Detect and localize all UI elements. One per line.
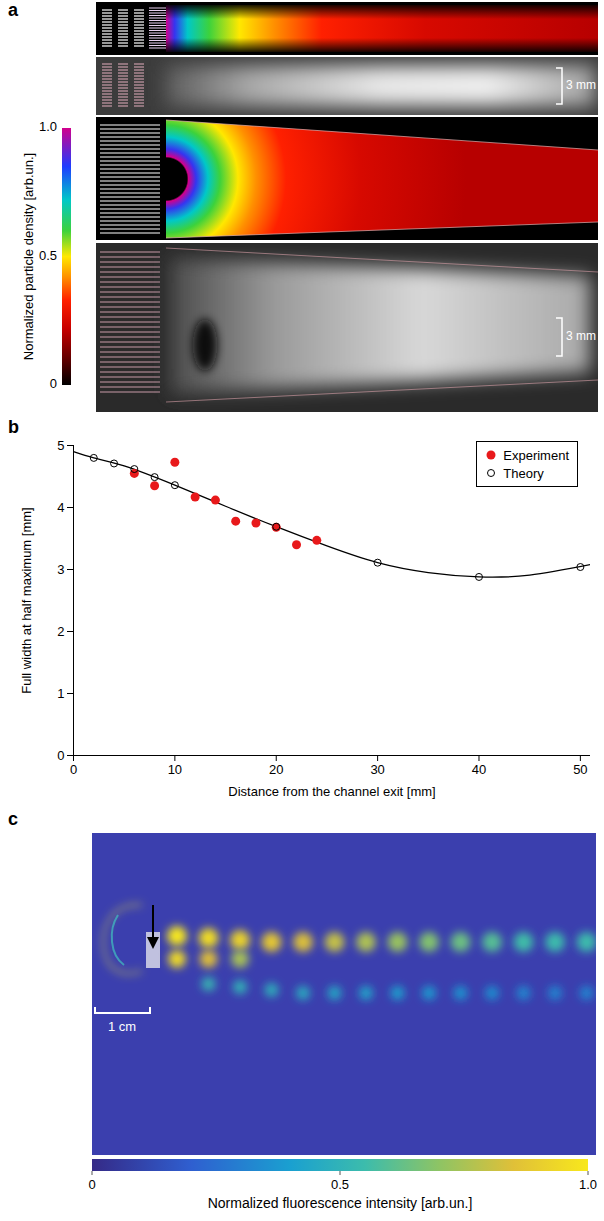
- svg-text:4: 4: [57, 500, 64, 515]
- svg-text:Full width at half maximum [mm: Full width at half maximum [mm]: [19, 507, 34, 693]
- html-text:b: b: [8, 417, 19, 437]
- svg-text:Normalized particle density [a: Normalized particle density [arb.un.]: [21, 153, 36, 360]
- svg-text:30: 30: [370, 762, 384, 777]
- svg-text:10: 10: [168, 762, 182, 777]
- svg-text:0.5: 0.5: [331, 1177, 349, 1192]
- svg-text:a: a: [8, 0, 19, 20]
- svg-text:0: 0: [50, 376, 57, 391]
- svg-text:1: 1: [57, 686, 64, 701]
- svg-text:3 mm: 3 mm: [566, 78, 596, 92]
- svg-text:3: 3: [57, 562, 64, 577]
- html-text:Experiment: Experiment: [503, 447, 569, 463]
- svg-text:0: 0: [88, 1177, 95, 1192]
- html-text:Theory: Theory: [503, 465, 544, 481]
- svg-text:40: 40: [472, 762, 486, 777]
- svg-text:0: 0: [70, 762, 77, 777]
- svg-text:2: 2: [57, 624, 64, 639]
- svg-text:1 cm: 1 cm: [108, 1019, 136, 1034]
- svg-text:1.0: 1.0: [579, 1177, 597, 1192]
- svg-text:0.5: 0.5: [39, 248, 57, 263]
- svg-text:Normalized fluorescence intens: Normalized fluorescence intensity [arb.u…: [208, 1195, 473, 1211]
- svg-text:1.0: 1.0: [39, 119, 57, 134]
- svg-text:Distance from the channel exit: Distance from the channel exit [mm]: [228, 784, 435, 799]
- svg-text:3 mm: 3 mm: [566, 329, 596, 343]
- svg-text:c: c: [8, 809, 18, 829]
- svg-text:50: 50: [573, 762, 587, 777]
- svg-text:20: 20: [269, 762, 283, 777]
- svg-text:0: 0: [57, 748, 64, 763]
- svg-text:5: 5: [57, 438, 64, 453]
